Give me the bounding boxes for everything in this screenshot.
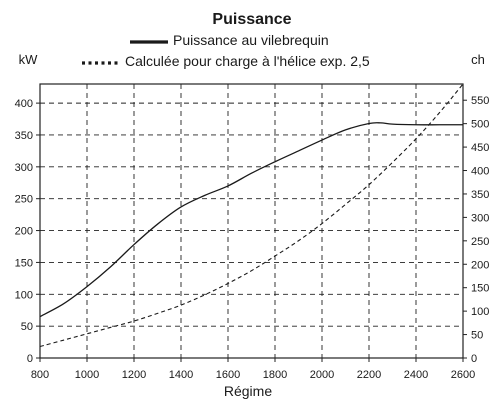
- y-right-tick-label: 350: [471, 189, 489, 201]
- y-right-tick-label: 0: [471, 353, 477, 365]
- x-axis-label: Régime: [224, 383, 272, 399]
- series-line-crankshaft: [39, 122, 463, 318]
- legend-label-propeller: Calculée pour charge à l'hélice exp. 2,5: [125, 53, 370, 69]
- legend: Puissance au vilebrequin Calculée pour c…: [82, 32, 370, 69]
- plot-frame: [39, 83, 464, 359]
- y-right-tick-label: 400: [471, 166, 489, 178]
- y-left-tick-label: 200: [15, 226, 33, 238]
- chart-title: Puissance: [212, 11, 291, 28]
- y-left-tick-label: 400: [15, 98, 33, 110]
- y-right-tick-label: 250: [471, 236, 489, 248]
- y-right-tick-label: 50: [471, 330, 483, 342]
- x-tick-label: 800: [31, 369, 49, 381]
- x-tick-label: 2600: [451, 369, 475, 381]
- y-axis-right-unit: ch: [471, 52, 485, 67]
- y-right-tick-label: 450: [471, 142, 489, 154]
- y-axis-left-unit: kW: [19, 52, 39, 67]
- x-tick-label: 2400: [404, 369, 428, 381]
- y-right-tick-label: 550: [471, 95, 489, 107]
- y-left-tick-label: 350: [15, 130, 33, 142]
- x-tick-label: 1600: [216, 369, 240, 381]
- y-right-tick-label: 150: [471, 283, 489, 295]
- y-right-tick-label: 500: [471, 119, 489, 131]
- x-tick-label: 2000: [310, 369, 334, 381]
- y-left-tick-label: 50: [21, 321, 33, 333]
- y-left-tick-label: 300: [15, 162, 33, 174]
- y-left-tick-label: 0: [27, 353, 33, 365]
- series-lines: [39, 83, 464, 348]
- y-left-tick-label: 100: [15, 289, 33, 301]
- y-left-tick-label: 250: [15, 194, 33, 206]
- y-right-tick-label: 200: [471, 259, 489, 271]
- x-tick-label: 1200: [122, 369, 146, 381]
- series-line-propeller: [39, 83, 464, 348]
- x-tick-label: 1400: [169, 369, 193, 381]
- x-tick-label: 2200: [357, 369, 381, 381]
- y-left-tick-label: 150: [15, 257, 33, 269]
- grid: [40, 84, 463, 358]
- y-right-tick-label: 300: [471, 212, 489, 224]
- axes: 800 1000 1200 1400 1600 1800 2000 2200 2400 26000…: [15, 83, 489, 381]
- x-tick-label: 1800: [263, 369, 287, 381]
- x-tick-label: 1000: [75, 369, 99, 381]
- y-right-tick-label: 100: [471, 306, 489, 318]
- legend-label-crankshaft: Puissance au vilebrequin: [173, 32, 329, 48]
